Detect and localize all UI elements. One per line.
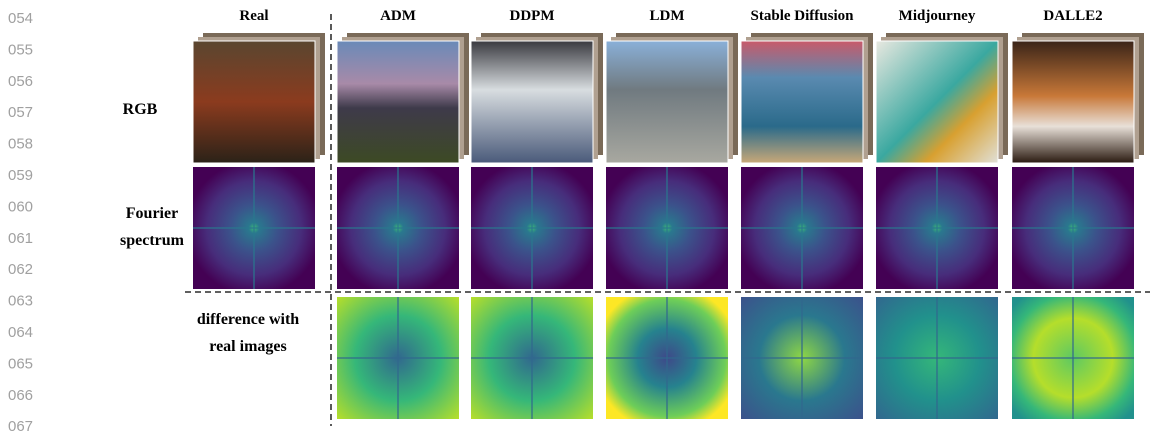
figure: 054 055 056 057 058 059 060 061 062 063 064 065 066 0… — [0, 0, 1150, 437]
column-header: LDM — [650, 8, 685, 24]
line-number: 056 — [8, 73, 33, 90]
row-label: Fourier — [126, 205, 178, 222]
rgb-image — [1012, 41, 1134, 163]
line-number: 060 — [8, 198, 33, 215]
line-number: 065 — [8, 355, 33, 372]
rgb-image — [471, 41, 593, 163]
line-number: 058 — [8, 136, 33, 153]
rgb-image — [741, 41, 863, 163]
column-header: Stable Diffusion — [751, 8, 855, 24]
row-label: RGB — [123, 101, 158, 118]
column-header: Real — [239, 8, 268, 24]
rgb-image — [193, 41, 315, 163]
column-header: DALLE2 — [1043, 8, 1102, 24]
line-number: 066 — [8, 387, 33, 404]
column-header: Midjourney — [899, 8, 976, 24]
line-number: 064 — [8, 324, 33, 341]
row-label: real images — [209, 338, 286, 355]
line-number: 063 — [8, 293, 33, 310]
rgb-image — [876, 41, 998, 163]
line-number: 059 — [8, 167, 33, 184]
rgb-image — [606, 41, 728, 163]
rgb-image — [337, 41, 459, 163]
column-header: DDPM — [510, 8, 555, 24]
line-number: 062 — [8, 261, 33, 278]
row-label: spectrum — [120, 232, 185, 249]
line-number: 055 — [8, 41, 33, 58]
line-number: 061 — [8, 230, 33, 247]
line-number: 057 — [8, 104, 33, 121]
row-label: difference with — [197, 311, 299, 328]
column-header: ADM — [380, 8, 416, 24]
line-number: 054 — [8, 10, 33, 27]
line-number: 067 — [8, 418, 33, 435]
